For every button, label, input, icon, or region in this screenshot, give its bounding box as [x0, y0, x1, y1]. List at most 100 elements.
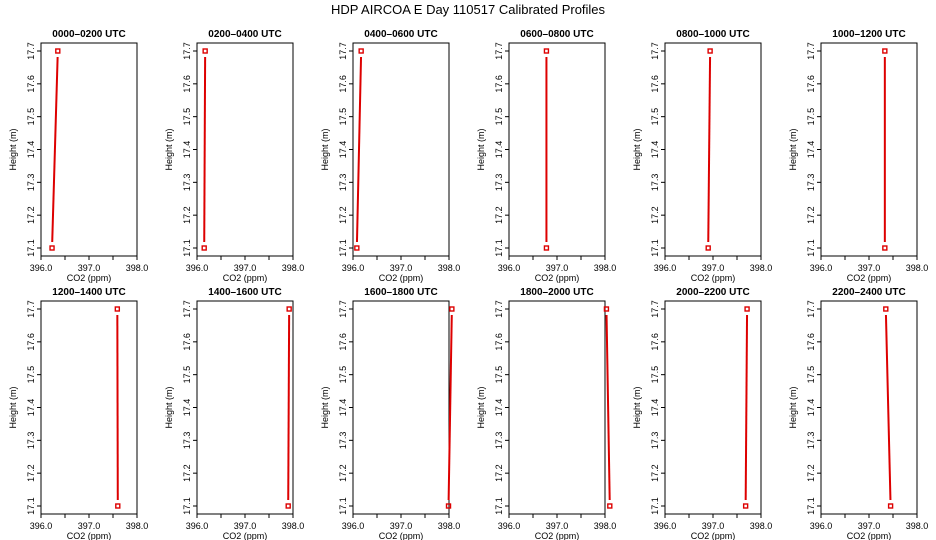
profile-point [882, 245, 888, 251]
y-tick-label: 17.5 [806, 366, 816, 384]
x-tick-label: 397.0 [702, 263, 725, 273]
y-tick-label: 17.2 [806, 206, 816, 224]
panel-title: 1200–1400 UTC [52, 287, 125, 298]
profile-line [744, 314, 749, 501]
profile-point [49, 245, 55, 251]
y-tick-label: 17.2 [338, 206, 348, 224]
y-tick-label: 17.3 [494, 432, 504, 450]
y-tick-label: 17.4 [806, 141, 816, 159]
y-axis-label: Height (m) [476, 128, 486, 170]
profile-point [354, 245, 360, 251]
y-axis-label: Height (m) [788, 128, 798, 170]
x-tick-label: 397.0 [546, 521, 569, 531]
y-tick-label: 17.7 [650, 300, 660, 318]
x-axis-label: CO2 (ppm) [535, 531, 580, 540]
panel-10: 1800–2000 UTC 396.0 397.0 398.0 17.1 17.2 17.3… [476, 287, 616, 540]
x-tick-label: 398.0 [906, 521, 929, 531]
x-tick-label: 396.0 [810, 521, 833, 531]
y-tick-label: 17.2 [806, 464, 816, 482]
y-tick-label: 17.1 [182, 239, 192, 257]
panel-4: 0600–0800 UTC 396.0 397.0 398.0 17.1 17.2 17.3… [476, 29, 616, 283]
y-tick-label: 17.5 [338, 366, 348, 384]
panel-title: 0800–1000 UTC [676, 29, 749, 40]
x-tick-label: 397.0 [78, 521, 101, 531]
y-tick-label: 17.2 [650, 464, 660, 482]
y-tick-label: 17.6 [338, 333, 348, 351]
panel-title: 2200–2400 UTC [832, 287, 905, 298]
x-tick-label: 398.0 [750, 263, 773, 273]
x-tick-label: 398.0 [282, 263, 305, 273]
y-tick-label: 17.5 [26, 108, 36, 126]
profile-point [449, 306, 455, 312]
y-tick-label: 17.3 [182, 432, 192, 450]
panel-title: 1000–1200 UTC [832, 29, 905, 40]
x-tick-label: 396.0 [186, 263, 209, 273]
panel-12: 2200–2400 UTC 396.0 397.0 398.0 17.1 17.2 17.3… [788, 287, 928, 540]
y-tick-label: 17.6 [182, 75, 192, 93]
panel-5: 0800–1000 UTC 396.0 397.0 398.0 17.1 17.2 17.3… [632, 29, 772, 283]
y-tick-label: 17.2 [494, 464, 504, 482]
panel-title: 0200–0400 UTC [208, 29, 281, 40]
y-tick-label: 17.7 [338, 300, 348, 318]
y-tick-label: 17.4 [494, 141, 504, 159]
y-tick-label: 17.5 [182, 366, 192, 384]
y-tick-label: 17.3 [26, 432, 36, 450]
y-axis-label: Height (m) [788, 386, 798, 428]
y-tick-label: 17.6 [494, 75, 504, 93]
y-tick-label: 17.1 [338, 497, 348, 515]
x-axis-label: CO2 (ppm) [223, 273, 268, 283]
x-axis-label: CO2 (ppm) [67, 531, 112, 540]
y-tick-label: 17.1 [26, 239, 36, 257]
plot-frame [820, 300, 918, 515]
profile-point [744, 306, 750, 312]
plot-frame [196, 300, 294, 515]
x-axis-label: CO2 (ppm) [691, 531, 736, 540]
y-axis-label: Height (m) [632, 128, 642, 170]
y-tick-label: 17.6 [494, 333, 504, 351]
y-tick-label: 17.1 [806, 239, 816, 257]
plot-frame [40, 300, 138, 515]
x-axis-label: CO2 (ppm) [223, 531, 268, 540]
x-axis-label: CO2 (ppm) [691, 273, 736, 283]
profile-point [114, 306, 121, 312]
y-tick-label: 17.2 [26, 464, 36, 482]
y-axis-label: Height (m) [8, 128, 18, 170]
y-tick-label: 17.6 [26, 333, 36, 351]
figure-title: HDP AIRCOA E Day 110517 Calibrated Profi… [331, 2, 606, 17]
x-tick-label: 396.0 [810, 263, 833, 273]
plot-frame [352, 300, 450, 515]
profile-point [285, 503, 291, 509]
y-tick-label: 17.4 [182, 399, 192, 417]
x-tick-label: 396.0 [654, 263, 677, 273]
y-tick-label: 17.3 [26, 174, 36, 192]
y-tick-label: 17.1 [338, 239, 348, 257]
y-tick-label: 17.2 [26, 206, 36, 224]
x-tick-label: 397.0 [390, 521, 413, 531]
y-tick-label: 17.5 [650, 366, 660, 384]
x-tick-label: 397.0 [390, 263, 413, 273]
y-tick-label: 17.3 [338, 432, 348, 450]
x-tick-label: 396.0 [342, 521, 365, 531]
profile-line [707, 56, 712, 243]
y-tick-label: 17.3 [182, 174, 192, 192]
y-tick-label: 17.7 [650, 42, 660, 60]
y-tick-label: 17.4 [338, 399, 348, 417]
y-tick-label: 17.3 [650, 432, 660, 450]
profile-point [882, 48, 888, 54]
plot-frame [508, 300, 606, 515]
panel-9: 1600–1800 UTC 396.0 397.0 398.0 17.1 17.2 17.3… [320, 287, 460, 540]
y-tick-label: 17.3 [494, 174, 504, 192]
panel-1: 0000–0200 UTC 396.0 397.0 398.0 17.1 17.2 17.3… [8, 29, 148, 283]
y-tick-label: 17.5 [338, 108, 348, 126]
x-tick-label: 396.0 [654, 521, 677, 531]
y-tick-label: 17.7 [494, 42, 504, 60]
x-tick-label: 397.0 [546, 263, 569, 273]
plot-frame [352, 42, 450, 257]
y-tick-label: 17.4 [338, 141, 348, 159]
y-axis-label: Height (m) [320, 386, 330, 428]
x-tick-label: 397.0 [234, 263, 257, 273]
x-axis-label: CO2 (ppm) [379, 531, 424, 540]
y-tick-label: 17.3 [806, 432, 816, 450]
panel-title: 2000–2200 UTC [676, 287, 749, 298]
y-tick-label: 17.6 [806, 75, 816, 93]
